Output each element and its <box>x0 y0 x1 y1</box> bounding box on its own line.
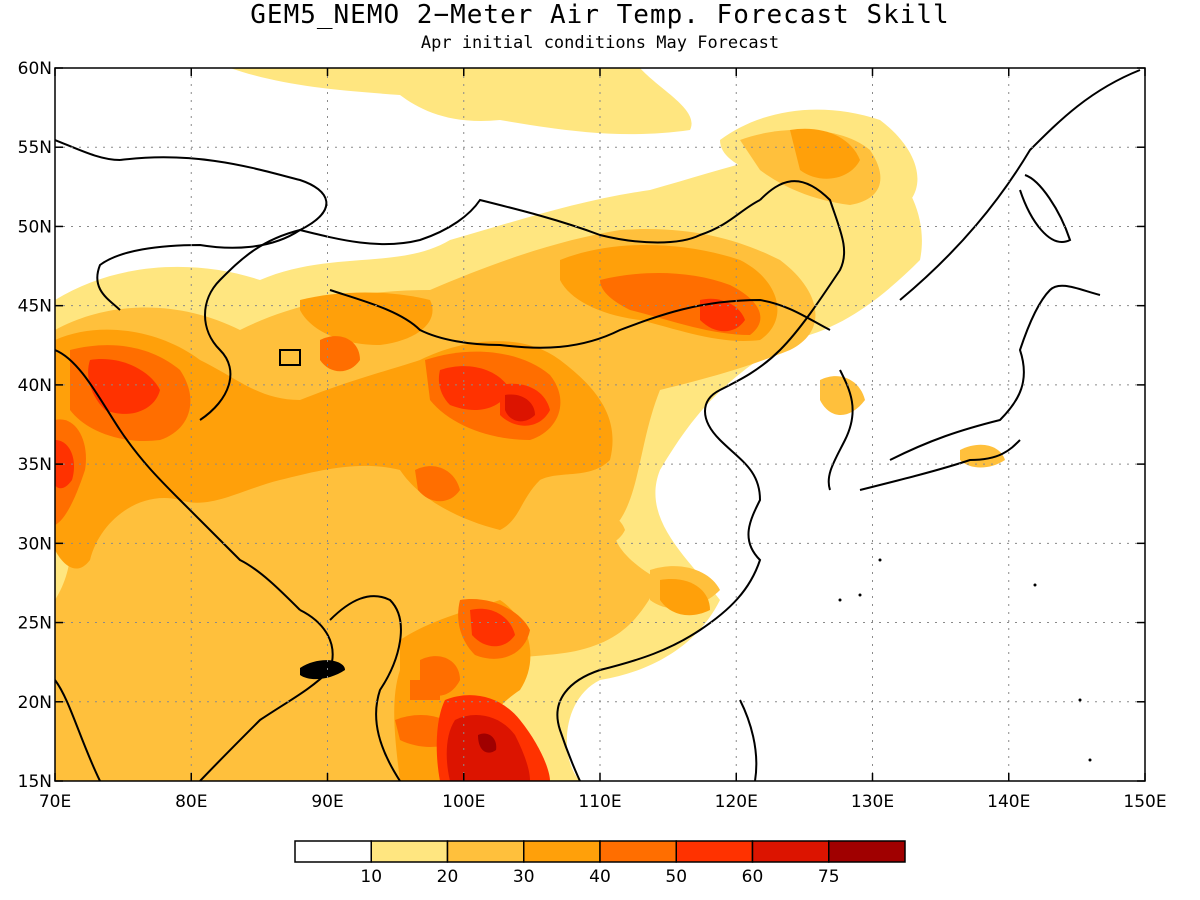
legend-swatch <box>370 840 449 863</box>
lon-tick-label: 120E <box>715 792 758 812</box>
lon-tick-label: 140E <box>987 792 1030 812</box>
legend-swatch <box>523 840 601 863</box>
legend-swatch <box>751 840 830 863</box>
legend-level-label: 10 <box>360 867 382 887</box>
coastlines <box>55 69 1141 781</box>
lat-tick-label: 55N <box>18 138 52 158</box>
legend-swatch <box>294 840 372 863</box>
latitude-axis: 15N 20N 25N 30N 35N 40N 45N 50N 55N 60N <box>18 59 1145 792</box>
map-title: GEM5_NEMO 2−Meter Air Temp. Forecast Ski… <box>250 0 950 30</box>
legend-swatch <box>675 840 754 863</box>
islands <box>300 558 1092 762</box>
shading-75-plus <box>478 733 497 753</box>
lat-tick-label: 50N <box>18 217 52 237</box>
lat-tick-label: 35N <box>18 455 52 475</box>
longitude-axis: 70E 80E 90E 100E 110E 120E 130E 140E 150E <box>39 68 1167 812</box>
legend-level-label: 50 <box>665 867 687 887</box>
lat-tick-label: 15N <box>18 772 52 792</box>
lon-tick-label: 100E <box>442 792 485 812</box>
lat-tick-label: 30N <box>18 534 52 554</box>
lon-tick-label: 110E <box>578 792 621 812</box>
legend-swatch <box>828 840 906 863</box>
map-grid <box>55 68 1145 781</box>
lat-tick-label: 60N <box>18 59 52 79</box>
map-subtitle: Apr initial conditions May Forecast <box>420 33 780 53</box>
lat-tick-label: 45N <box>18 297 52 317</box>
color-legend: 10 20 30 40 50 60 75 <box>294 840 906 887</box>
legend-level-label: 40 <box>589 867 611 887</box>
lon-tick-label: 90E <box>311 792 343 812</box>
legend-level-label: 75 <box>818 867 840 887</box>
legend-level-label: 20 <box>437 867 459 887</box>
skill-shading <box>55 68 1005 781</box>
legend-swatch <box>446 840 525 863</box>
lon-tick-label: 150E <box>1123 792 1166 812</box>
legend-level-label: 60 <box>742 867 764 887</box>
lat-tick-label: 25N <box>18 614 52 634</box>
lon-tick-label: 70E <box>39 792 71 812</box>
legend-level-label: 30 <box>513 867 535 887</box>
legend-swatch <box>599 840 677 863</box>
lat-tick-label: 20N <box>18 693 52 713</box>
lon-tick-label: 130E <box>851 792 894 812</box>
lat-tick-label: 40N <box>18 376 52 396</box>
lon-tick-label: 80E <box>175 792 207 812</box>
